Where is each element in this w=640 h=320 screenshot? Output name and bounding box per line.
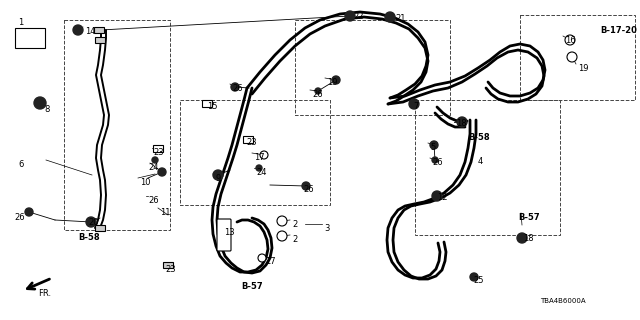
Text: 2: 2: [292, 235, 297, 244]
Text: TBA4B6000A: TBA4B6000A: [540, 298, 586, 304]
Text: 11: 11: [160, 208, 170, 217]
Text: B-57: B-57: [518, 213, 540, 222]
Text: 1: 1: [18, 18, 23, 27]
Circle shape: [315, 88, 321, 94]
Text: 6: 6: [18, 160, 24, 169]
Text: 26: 26: [432, 158, 443, 167]
Circle shape: [432, 191, 442, 201]
Text: 26: 26: [232, 84, 243, 93]
Circle shape: [430, 141, 438, 149]
Text: 4: 4: [478, 157, 483, 166]
Bar: [95, 225, 105, 231]
Text: 14: 14: [85, 27, 95, 36]
Circle shape: [256, 165, 262, 171]
Text: 24: 24: [148, 163, 159, 172]
Text: 26: 26: [312, 90, 323, 99]
Bar: [202, 100, 212, 107]
Bar: [520, 15, 635, 100]
Circle shape: [470, 273, 478, 281]
Bar: [163, 262, 173, 268]
Text: 5: 5: [430, 143, 435, 152]
Text: 15: 15: [207, 102, 218, 111]
Circle shape: [345, 11, 355, 21]
Bar: [153, 145, 163, 151]
Circle shape: [517, 233, 527, 243]
Circle shape: [432, 157, 438, 163]
Circle shape: [231, 83, 239, 91]
Text: 23: 23: [165, 265, 175, 274]
Text: B-58: B-58: [78, 233, 100, 242]
Text: 17: 17: [265, 257, 276, 266]
Text: 26: 26: [148, 196, 159, 205]
Circle shape: [457, 117, 467, 127]
Bar: [415, 100, 560, 235]
Text: 12: 12: [437, 193, 447, 202]
Text: 26: 26: [14, 213, 24, 222]
Text: 22: 22: [353, 12, 364, 21]
Circle shape: [73, 25, 83, 35]
Text: 21: 21: [395, 14, 406, 23]
Bar: [64, 20, 170, 230]
Bar: [15, 28, 45, 48]
Text: 3: 3: [324, 224, 330, 233]
Circle shape: [260, 151, 268, 159]
FancyBboxPatch shape: [217, 219, 231, 251]
Text: 19: 19: [578, 64, 589, 73]
Circle shape: [158, 168, 166, 176]
Text: 26: 26: [303, 185, 314, 194]
Circle shape: [277, 216, 287, 226]
Text: 7: 7: [413, 102, 419, 111]
Circle shape: [86, 217, 96, 227]
Text: 18: 18: [523, 234, 534, 243]
Circle shape: [565, 35, 575, 45]
Text: 23: 23: [246, 138, 257, 147]
Text: 25: 25: [473, 276, 483, 285]
Circle shape: [385, 12, 395, 22]
Circle shape: [332, 76, 340, 84]
Text: 13: 13: [224, 228, 235, 237]
Text: B-17-20: B-17-20: [600, 26, 637, 35]
Bar: [180, 100, 330, 205]
Text: 18: 18: [456, 119, 467, 128]
Text: B-58: B-58: [468, 133, 490, 142]
Circle shape: [409, 99, 419, 109]
Text: 16: 16: [565, 36, 575, 45]
Text: 2: 2: [292, 220, 297, 229]
Circle shape: [25, 208, 33, 216]
Circle shape: [258, 254, 266, 262]
Text: 8: 8: [44, 105, 49, 114]
Bar: [94, 27, 104, 33]
Text: 20: 20: [88, 218, 99, 227]
Text: 10: 10: [140, 178, 150, 187]
Circle shape: [152, 157, 158, 163]
Circle shape: [567, 52, 577, 62]
Circle shape: [302, 182, 310, 190]
Text: 9: 9: [215, 174, 220, 183]
Text: 19: 19: [327, 78, 337, 87]
Text: B-57: B-57: [241, 282, 262, 291]
Text: 23: 23: [153, 148, 164, 157]
Circle shape: [34, 97, 46, 109]
Circle shape: [277, 231, 287, 241]
Text: 24: 24: [256, 168, 266, 177]
Text: 17: 17: [254, 153, 264, 162]
Text: FR.: FR.: [38, 289, 51, 298]
Bar: [295, 20, 450, 115]
Bar: [243, 135, 253, 142]
Bar: [95, 37, 105, 43]
Circle shape: [213, 170, 223, 180]
